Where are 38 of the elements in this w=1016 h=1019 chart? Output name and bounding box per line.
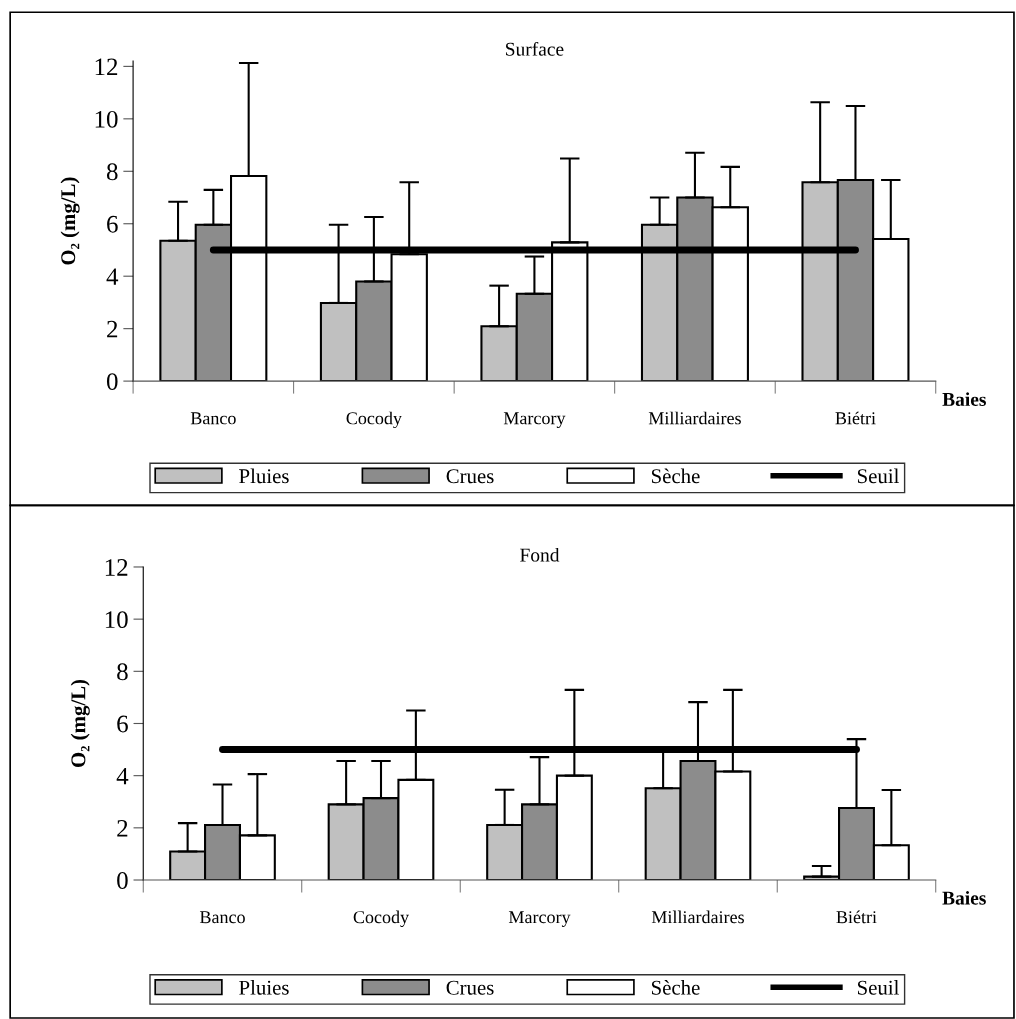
y-axis-title: O₂ (mg/L) — [60, 177, 80, 265]
x-tick-label: Milliardaires — [648, 411, 741, 425]
y-axis-title: O₂ (mg/L) — [70, 679, 90, 767]
y-tick-label: 4 — [116, 767, 129, 785]
y-tick-label: 12 — [105, 559, 128, 576]
legend-label: Seuil — [857, 468, 899, 484]
x-axis-title: Baies — [942, 392, 986, 406]
y-tick-label: 6 — [117, 715, 128, 733]
y-tick-label: 2 — [117, 819, 128, 837]
legend-label: Pluies — [239, 468, 289, 484]
y-tick-label: 4 — [106, 268, 119, 285]
chart-title: Fond — [520, 547, 560, 562]
legend-label: Crues — [446, 469, 494, 484]
y-tick-label: 0 — [117, 872, 128, 889]
y-tick-label: 8 — [117, 663, 128, 681]
y-tick-label: 12 — [95, 58, 118, 76]
legend-label: Pluies — [239, 980, 289, 995]
x-tick-label: Marcory — [508, 911, 571, 927]
y-tick-label: 2 — [107, 320, 118, 338]
y-tick-label: 6 — [107, 215, 118, 233]
x-axis-title: Baies — [942, 890, 986, 905]
x-tick-label: Banco — [199, 911, 245, 924]
legend-label: Sèche — [651, 468, 700, 484]
legend-label: Crues — [446, 980, 494, 995]
x-tick-label: Cocody — [346, 411, 402, 429]
y-tick-label: 10 — [105, 611, 128, 629]
legend-label: Seuil — [857, 980, 899, 995]
y-tick-label: 10 — [95, 110, 118, 128]
x-tick-label: Banco — [190, 412, 236, 425]
legend-label: Sèche — [651, 980, 700, 995]
x-tick-label: Milliardaires — [651, 910, 744, 924]
y-tick-label: 0 — [106, 373, 118, 391]
x-tick-label: Cocody — [353, 910, 410, 927]
y-tick-label: 8 — [106, 163, 118, 181]
x-tick-label: Marcory — [503, 412, 566, 429]
x-tick-label: Biétri — [835, 411, 876, 425]
chart-title: Surface — [506, 41, 564, 56]
x-tick-label: Biétri — [836, 910, 877, 924]
